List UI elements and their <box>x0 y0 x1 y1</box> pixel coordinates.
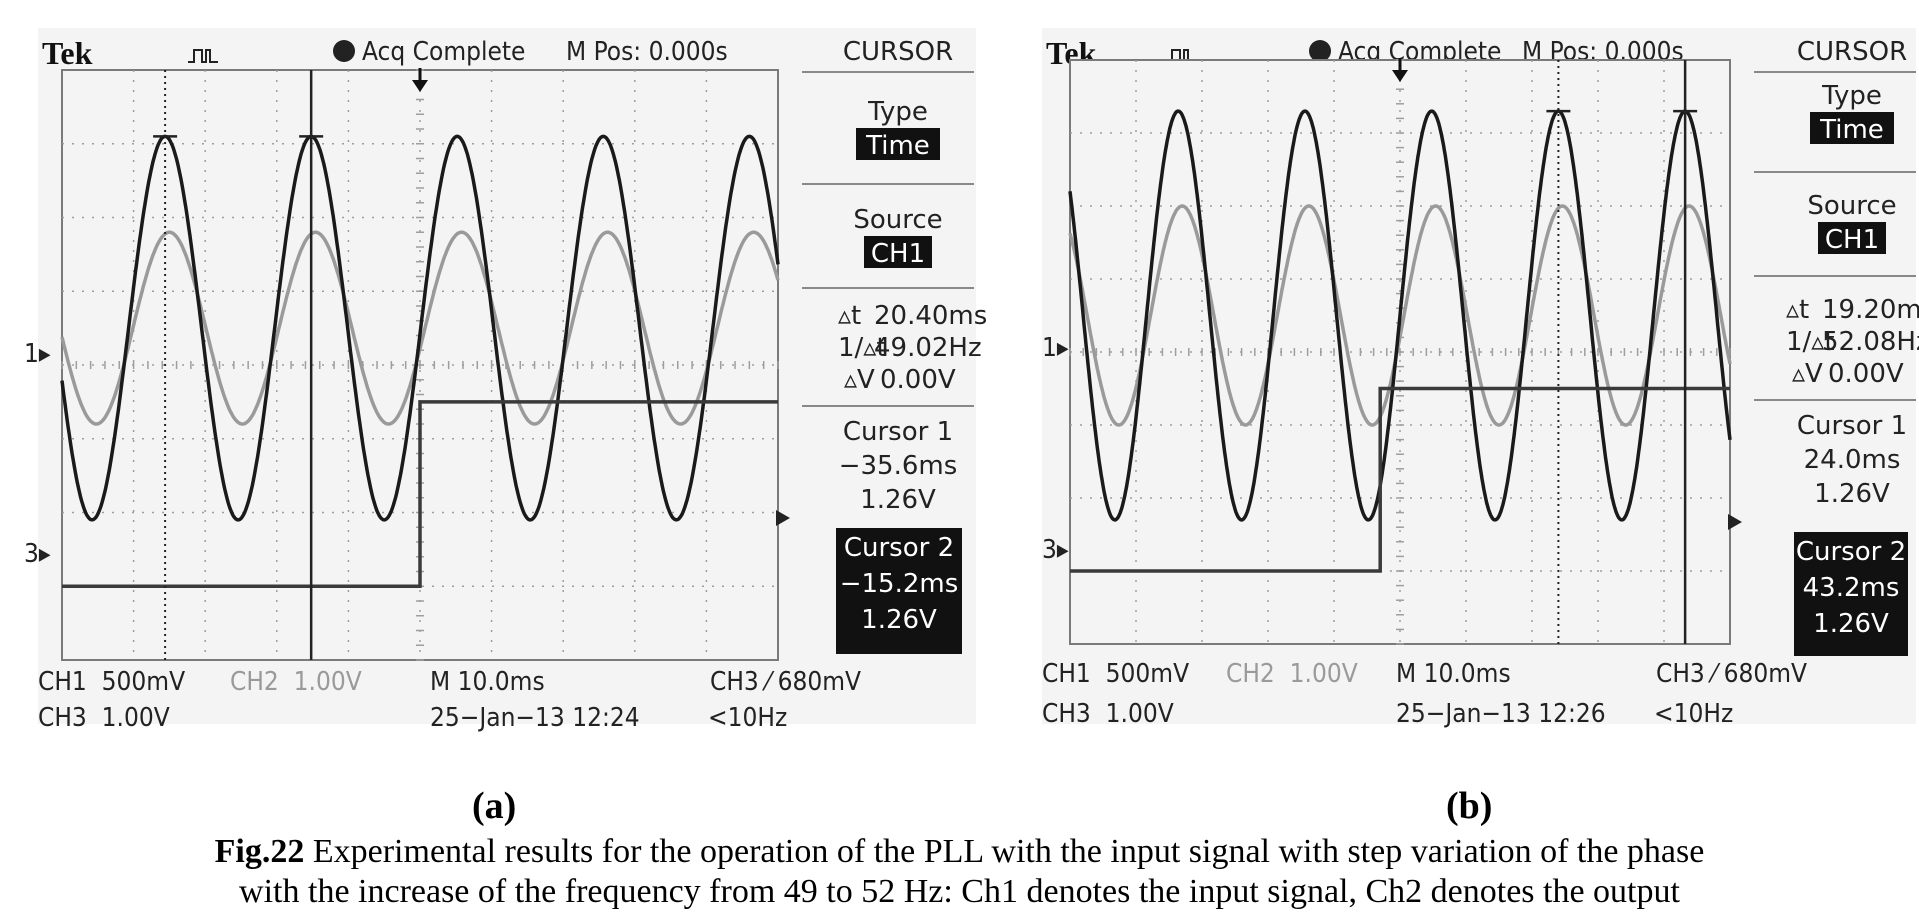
cursor1-label: Cursor 1 <box>843 417 953 447</box>
ch2-scale: CH2 1.00V <box>1226 659 1358 689</box>
scope-screen-a: Tek Acq Complete M Pos: 0.000s 1▸ 3▸ CUR… <box>24 35 987 733</box>
delta-v-value: 0.00V <box>880 365 956 395</box>
source-label: Source <box>1807 191 1896 221</box>
source-value-button[interactable]: CH1 <box>871 239 925 269</box>
trace-ch2 <box>1068 204 1732 427</box>
ch3-scale: CH3 1.00V <box>38 703 170 733</box>
ch3-ground-marker: 3▸ <box>1042 535 1069 565</box>
panel-b-label: (b) <box>1446 785 1493 827</box>
trace-ch3 <box>1070 386 1730 573</box>
cursor2-label: Cursor 2 <box>844 533 954 563</box>
caption-figure-number: Fig.22 <box>214 833 305 870</box>
m-pos-readout: M Pos: 0.000s <box>566 37 728 67</box>
ch2-scale: CH2 1.00V <box>230 667 362 697</box>
trigger-position-arrow-icon <box>1392 58 1408 82</box>
ch1-ground-marker: 1▸ <box>24 339 51 369</box>
plot-area: 1▸ 3▸ <box>24 68 790 661</box>
cursor2-voltage: 1.26V <box>861 605 937 635</box>
scope-screen-b: Tek Acq Complete M Pos: 0.000s 1▸ 3▸ CUR… <box>1042 35 1919 729</box>
trace-ch3 <box>62 400 778 588</box>
cursor2-voltage: 1.26V <box>1813 609 1889 639</box>
cursor1-voltage: 1.26V <box>860 485 936 515</box>
trigger-frequency: <10Hz <box>708 703 787 733</box>
oscilloscope-panel-a: Tek Acq Complete M Pos: 0.000s 1▸ 3▸ CUR… <box>24 28 987 733</box>
date-time: 25−Jan−13 12:24 <box>430 703 640 733</box>
delta-t-symbol: ▵t <box>838 301 861 331</box>
trigger-setting: CH3 ⁄ 680mV <box>710 667 861 697</box>
cursor1-time: 24.0ms <box>1804 445 1901 475</box>
timebase: M 10.0ms <box>1396 659 1511 689</box>
delta-v-symbol: ▵V <box>844 365 875 395</box>
timebase: M 10.0ms <box>430 667 545 697</box>
status-bar: CH1 500mV CH2 1.00V M 10.0ms CH3 ⁄ 680mV… <box>1042 659 1807 729</box>
ch1-scale: CH1 500mV <box>38 667 185 697</box>
delta-t-value: 20.40ms <box>874 301 987 331</box>
cursor2-label: Cursor 2 <box>1796 537 1906 567</box>
cursor2-selected-box[interactable] <box>836 528 962 654</box>
cursor-menu: CURSOR Type Time Source CH1 ▵t 20.40ms 1… <box>802 37 987 654</box>
cursor1-voltage: 1.26V <box>1814 479 1890 509</box>
delta-t-value: 19.20ms <box>1822 295 1919 325</box>
cursor1-time: −35.6ms <box>839 451 958 481</box>
trigger-frequency: <10Hz <box>1654 699 1733 729</box>
ch3-ground-marker: 3▸ <box>24 539 51 569</box>
time-cursors <box>153 70 324 660</box>
panel-a-label: (a) <box>472 785 517 827</box>
acq-status-dot-icon <box>333 40 355 62</box>
trigger-pulse-icon <box>188 49 218 63</box>
source-value-button[interactable]: CH1 <box>1825 225 1879 255</box>
traces <box>1068 109 1732 573</box>
ch1-ground-marker: 1▸ <box>1042 333 1069 363</box>
status-bar: CH1 500mV CH2 1.00V M 10.0ms CH3 ⁄ 680mV… <box>38 667 861 733</box>
delta-v-value: 0.00V <box>1828 359 1904 389</box>
oscilloscope-panel-b: Tek Acq Complete M Pos: 0.000s 1▸ 3▸ CUR… <box>1042 28 1919 729</box>
cursor1-label: Cursor 1 <box>1797 411 1907 441</box>
trigger-level-arrow-icon <box>776 510 790 526</box>
cursor-menu: CURSOR Type Time Source CH1 ▵t 19.20ms 1… <box>1754 37 1919 656</box>
trace-ch1 <box>1068 109 1732 522</box>
acq-status-dot-icon <box>1309 40 1331 62</box>
figure-caption: Fig.22 Experimental results for the oper… <box>0 832 1919 912</box>
ch3-scale: CH3 1.00V <box>1042 699 1174 729</box>
delta-t-symbol: ▵t <box>1786 295 1809 325</box>
trigger-position-arrow-icon <box>412 68 428 92</box>
time-cursors <box>1546 60 1698 644</box>
date-time: 25−Jan−13 12:26 <box>1396 699 1606 729</box>
inverse-delta-t-value: 49.02Hz <box>874 333 982 363</box>
inverse-delta-t-symbol: 1/▵t <box>838 333 887 363</box>
menu-title: CURSOR <box>843 37 953 67</box>
plot-area: 1▸ 3▸ <box>1042 58 1742 645</box>
cursor2-selected-box[interactable] <box>1794 532 1908 656</box>
acq-status: Acq Complete <box>362 37 525 67</box>
delta-v-symbol: ▵V <box>1792 359 1823 389</box>
caption-line-2: with the increase of the frequency from … <box>239 873 1680 910</box>
caption-line-1: Experimental results for the operation o… <box>304 833 1705 870</box>
cursor2-time: 43.2ms <box>1803 573 1900 603</box>
type-value-button[interactable]: Time <box>865 131 930 161</box>
brand-label: Tek <box>42 35 93 71</box>
cursor2-time: −15.2ms <box>840 569 959 599</box>
trigger-level-arrow-icon <box>1728 514 1742 530</box>
traces <box>60 134 780 588</box>
menu-title: CURSOR <box>1797 37 1907 67</box>
inverse-delta-t-value: 52.08Hz <box>1822 327 1919 357</box>
ch1-scale: CH1 500mV <box>1042 659 1189 689</box>
type-label: Type <box>867 97 928 127</box>
type-label: Type <box>1821 81 1882 111</box>
source-label: Source <box>853 205 942 235</box>
trigger-setting: CH3 ⁄ 680mV <box>1656 659 1807 689</box>
inverse-delta-t-symbol: 1/▵t <box>1786 327 1835 357</box>
type-value-button[interactable]: Time <box>1819 115 1884 145</box>
trace-ch1 <box>60 134 780 522</box>
